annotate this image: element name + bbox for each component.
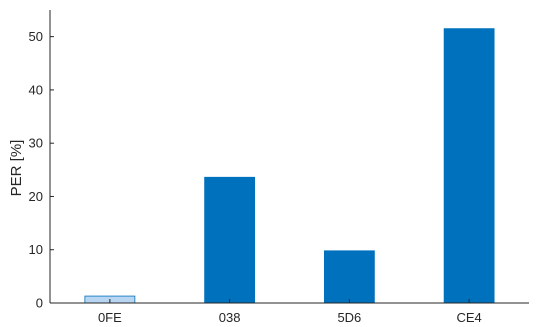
x-tick-label: 0FE <box>98 310 122 325</box>
bar-ce4 <box>443 28 495 304</box>
y-tick-label: 30 <box>29 136 43 151</box>
bars-group <box>84 28 495 304</box>
y-tick-label: 10 <box>29 242 43 257</box>
y-axis-label: PER [%] <box>8 140 25 197</box>
y-tick-label: 40 <box>29 82 43 97</box>
bar-5d6 <box>323 250 375 304</box>
x-axis-ticks: 0FE 038 5D6 CE4 <box>98 299 482 325</box>
y-tick-label: 50 <box>29 29 43 44</box>
x-tick-label: 038 <box>219 310 241 325</box>
x-tick-label: 5D6 <box>337 310 361 325</box>
y-tick-label: 20 <box>29 189 43 204</box>
y-axis-ticks: 0 10 20 30 40 50 <box>29 29 54 311</box>
y-tick-label: 0 <box>36 296 43 311</box>
x-tick-label: CE4 <box>456 310 481 325</box>
bar-038 <box>204 176 256 304</box>
